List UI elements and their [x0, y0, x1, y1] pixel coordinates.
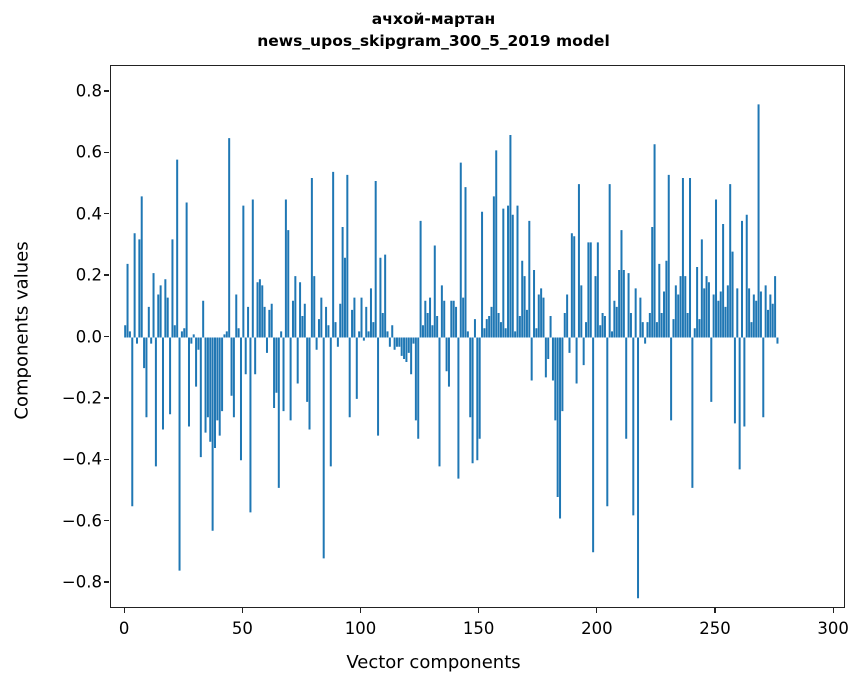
- chart-title-line-1: ачхой-мартан: [371, 10, 496, 28]
- y-tick-label: 0.4: [75, 204, 102, 224]
- y-axis-label: Components values: [11, 241, 33, 420]
- y-tick-mark: [104, 458, 109, 460]
- y-tick-mark: [104, 213, 109, 215]
- plot-axes: [110, 65, 845, 608]
- y-tick-mark: [104, 519, 109, 522]
- y-tick-mark: [104, 581, 109, 583]
- bar-series-plot: [124, 104, 779, 599]
- x-tick-mark: [359, 608, 362, 613]
- chart-title-line-2: news_upos_skipgram_300_5_2019 model: [257, 32, 610, 50]
- x-tick-label: 100: [344, 619, 377, 638]
- y-tick-label: 0.2: [75, 265, 102, 285]
- x-tick-mark: [714, 608, 716, 613]
- y-axis-tick-marks: [0, 65, 120, 608]
- y-tick-label: −0.8: [61, 572, 102, 592]
- x-tick-mark: [478, 608, 480, 613]
- x-tick-mark: [241, 608, 243, 613]
- x-tick-label: 250: [699, 619, 731, 638]
- x-tick-mark: [596, 608, 598, 613]
- y-tick-label: 0.0: [75, 327, 102, 346]
- y-tick-mark: [104, 274, 109, 276]
- y-tick-mark: [104, 397, 109, 399]
- y-tick-label: −0.4: [61, 449, 102, 469]
- y-tick-label: −0.6: [61, 511, 102, 531]
- y-axis-tick-labels: 0.8 0.6 0.4 0.2 0.0 −0.2 −0.4 −0.6 −0.8: [28, 65, 102, 608]
- x-tick-mark: [832, 608, 834, 613]
- chart-title: ачхой-мартан news_upos_skipgram_300_5_20…: [0, 8, 867, 52]
- y-tick-label: −0.2: [61, 388, 102, 408]
- x-tick-label: 200: [581, 619, 613, 638]
- bar-series: [124, 104, 779, 599]
- y-tick-mark: [104, 90, 109, 92]
- y-tick-label: 0.8: [75, 81, 102, 101]
- x-tick-label: 300: [817, 619, 849, 638]
- y-tick-mark: [104, 151, 109, 154]
- y-tick-label: 0.6: [75, 142, 102, 162]
- x-tick-mark: [123, 608, 125, 613]
- x-tick-label: 0: [118, 619, 130, 638]
- x-tick-label: 150: [462, 619, 495, 638]
- x-axis-label: Vector components: [346, 652, 521, 673]
- y-tick-mark: [104, 335, 109, 338]
- x-axis-tick-labels: 0 50 100 150 200 250 300: [110, 608, 849, 648]
- x-tick-label: 50: [231, 619, 253, 638]
